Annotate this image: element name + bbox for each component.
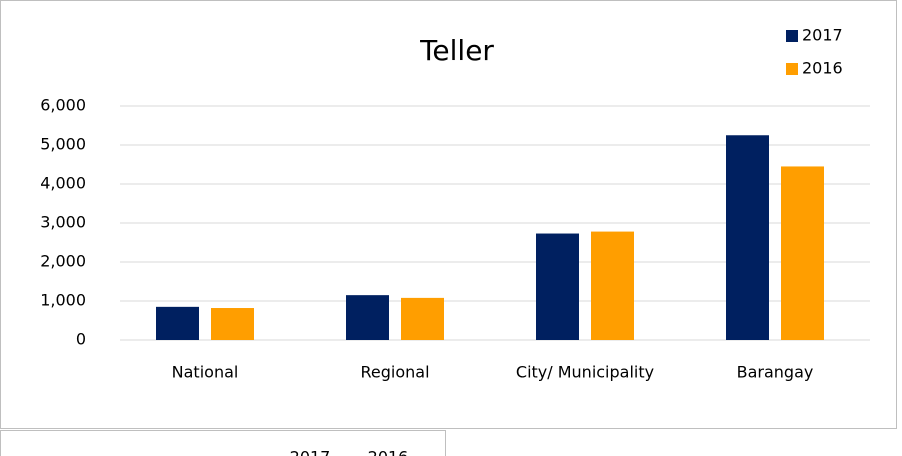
x-tick-label: City/ Municipality: [516, 363, 654, 382]
bar: [536, 233, 579, 340]
legend-swatch: [786, 63, 798, 75]
legend-swatch: [786, 30, 798, 42]
y-tick-label: 2,000: [40, 252, 86, 271]
x-tick-label: National: [172, 363, 239, 382]
y-tick-label: 3,000: [40, 213, 86, 232]
y-tick-label: 6,000: [40, 96, 86, 115]
bar: [346, 295, 389, 340]
x-tick-label: Barangay: [737, 363, 814, 382]
table-header: 2017: [290, 448, 331, 456]
y-tick-label: 5,000: [40, 135, 86, 154]
x-tick-label: Regional: [360, 363, 429, 382]
legend-label: 2016: [802, 59, 843, 78]
bar: [591, 231, 634, 340]
y-tick-label: 4,000: [40, 174, 86, 193]
bar: [211, 308, 254, 340]
table-header: 2016: [368, 448, 409, 456]
table-border: [0, 430, 446, 456]
bar: [726, 135, 769, 340]
bar: [401, 297, 444, 340]
y-tick-label: 1,000: [40, 291, 86, 310]
chart-title: Teller: [419, 34, 494, 67]
bar: [156, 306, 199, 340]
legend-label: 2017: [802, 26, 843, 45]
chart-border: [0, 0, 897, 429]
y-tick-label: 0: [76, 330, 86, 349]
bar: [781, 166, 824, 340]
